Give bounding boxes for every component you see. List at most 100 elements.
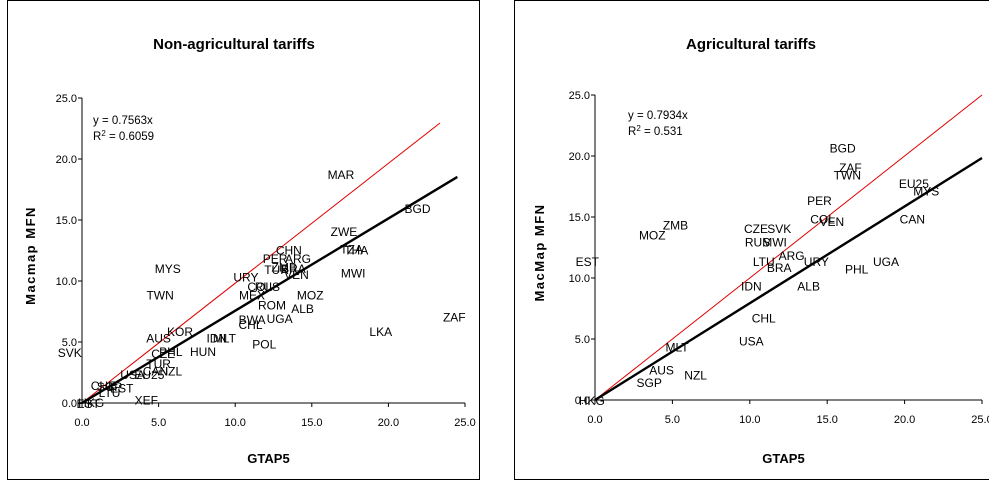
chart-panel-non-agricultural: Non-agricultural tariffs 0.0 5.0 10.0 15.0 20… [7,0,480,480]
data-point-label: ZWE [331,225,358,239]
x-tick-label: 5.0 [665,414,680,426]
data-point-label: USA [120,368,145,382]
x-tick-label: 5.0 [151,417,166,429]
data-point-label: THA [344,244,368,258]
data-point-label: CAN [900,212,925,226]
data-point-label: PER [807,194,832,208]
data-point-label: AUS [146,331,171,345]
data-point-label: PHL [159,345,183,359]
data-point-label: SVK [58,346,82,360]
data-point-label: EU25 [899,177,929,191]
data-point-label: BRA [281,262,306,276]
x-tick-label: 20.0 [894,414,915,426]
data-point-label: ROM [258,298,286,312]
data-point-label: VEN [284,268,309,282]
y-tick-label: 5.0 [62,337,77,349]
data-point-label: MOZ [297,289,324,303]
data-point-label: ZMB [272,261,297,275]
data-point-label: ZMB [663,219,688,233]
data-point-label: CZE [151,347,175,361]
trendline [594,156,983,402]
x-axis-title: GTAP5 [247,451,289,466]
data-point-label: URY [233,270,258,284]
x-tick-label: 15.0 [816,414,837,426]
data-point-label: HKG [579,394,605,408]
data-point-label: PHL [845,262,869,276]
data-point-label: COL [247,280,272,294]
data-point-label: MWI [341,267,366,281]
data-point-label: ARG [779,249,805,263]
data-point-label: BGD [830,142,856,156]
data-point-label: HUN [190,345,216,359]
x-tick-label: 10.0 [224,417,245,429]
r-squared-superscript: 2 [101,129,106,138]
y-tick-label: 10.0 [56,276,77,288]
y-axis-title: MacMap MFN [532,203,547,301]
trendline-equation: y = 0.7563x [93,115,153,127]
diagonal-reference-line [81,122,441,404]
data-point-label: PER [263,252,288,266]
data-point-label: CZE [744,222,768,236]
data-point-label: COL [810,212,835,226]
data-point-label: URY [804,255,829,269]
data-point-label: BRA [767,261,792,275]
data-point-label: MYS [913,184,939,198]
data-point-label: TUR [146,357,171,371]
data-point-label: UGA [873,255,899,269]
data-point-label: RUS [255,280,280,294]
data-point-label: KOR [167,325,193,339]
data-point-label: TUR [264,263,289,277]
data-point-label: ARG [285,252,311,266]
x-tick-label: 15.0 [301,417,322,429]
y-axis-title: Macmap MFN [23,206,38,305]
y-tick-label: 20.0 [56,154,77,166]
y-tick-label: 25.0 [56,93,77,105]
r-squared-annotation: R2 = 0.531 [628,124,683,138]
r-squared-superscript: 2 [636,124,641,133]
data-point-label: MYS [155,262,181,276]
y-tick-label: 10.0 [569,273,590,285]
r-squared-value: = 0.531 [641,126,683,138]
y-tick-label: 15.0 [56,215,77,227]
data-point-label: NZL [160,364,183,378]
y-tick-label: 5.0 [575,334,590,346]
data-point-label: USA [739,334,764,348]
data-point-label: CHL [752,311,776,325]
data-point-label: IDN [206,331,227,345]
data-point-label: ALB [291,302,314,316]
data-point-label: CHL [239,318,263,332]
y-tick-label: 20.0 [569,151,590,163]
data-point-label: SGP [637,376,662,390]
trendline-equation: y = 0.7934x [628,110,688,122]
data-point-label: VEN [820,215,845,229]
data-point-label: NZL [684,369,707,383]
data-point-label: MLT [213,331,237,345]
data-point-label: EST [576,255,600,269]
data-point-label: LKA [369,325,392,339]
data-point-label: TWN [834,169,861,183]
data-point-label: SVK [767,222,791,236]
data-point-label: AUS [649,364,674,378]
data-point-label: CHE [91,379,116,393]
data-point-label: LTU [753,255,775,269]
data-point-label: LTU [99,386,121,400]
data-point-label: EST [76,397,100,411]
x-tick-label: 0.0 [587,414,602,426]
y-tick-label: 15.0 [569,212,590,224]
data-point-label: SGP [97,380,122,394]
data-point-label: MAR [328,168,355,182]
y-tick-label: 25.0 [569,90,590,102]
data-point-label: RUS [745,236,770,250]
data-point-label: MWI [762,236,787,250]
data-point-label: ZAF [839,161,862,175]
data-point-label: EST [110,381,134,395]
diagonal-reference-line [594,94,983,401]
x-tick-label: 25.0 [971,414,989,426]
data-point-label: MEX [239,289,265,303]
data-point-label: MLT [665,341,689,355]
x-axis-title: GTAP5 [762,451,804,466]
data-point-label: XEF [135,394,158,408]
x-tick-label: 25.0 [454,417,475,429]
trendline [81,175,458,405]
